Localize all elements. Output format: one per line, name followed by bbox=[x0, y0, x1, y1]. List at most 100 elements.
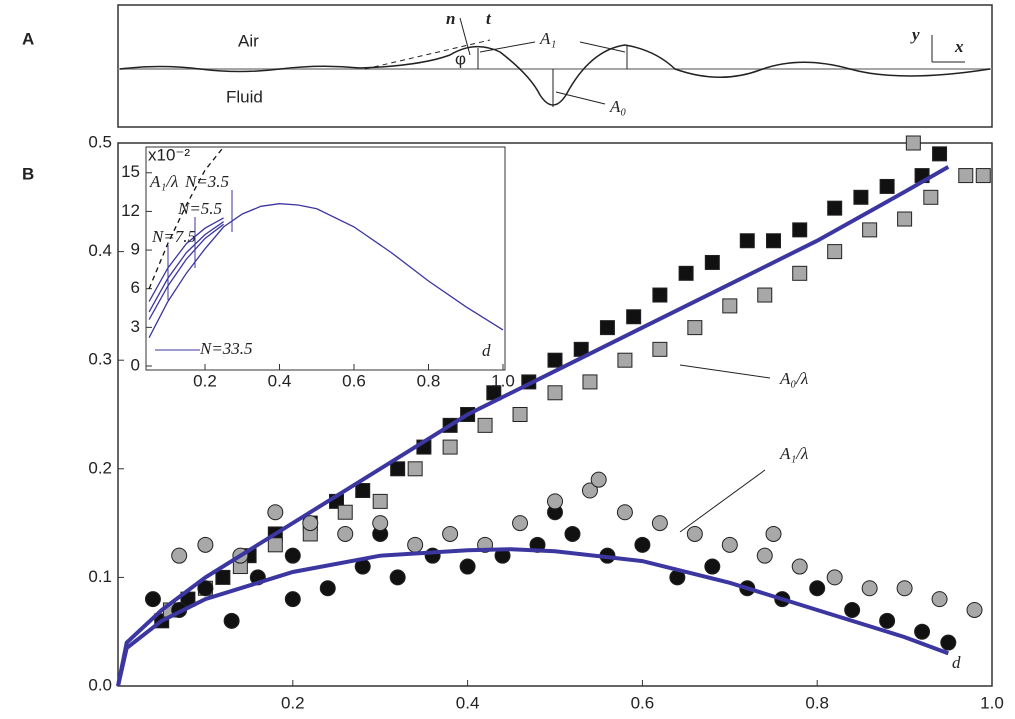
annotation: d bbox=[482, 341, 491, 360]
curve bbox=[148, 223, 224, 320]
label: Fluid bbox=[226, 87, 263, 106]
point bbox=[512, 515, 529, 532]
x-tick-label: 1.0 bbox=[980, 693, 1004, 712]
point bbox=[687, 320, 703, 336]
y-tick-label: 3 bbox=[131, 317, 140, 336]
x-tick-label: 0.8 bbox=[805, 693, 829, 712]
point bbox=[905, 135, 921, 151]
point bbox=[844, 601, 861, 618]
point bbox=[826, 569, 843, 586]
curve bbox=[148, 217, 224, 302]
annotation: A₀/λ bbox=[779, 369, 808, 388]
point bbox=[827, 244, 843, 260]
point bbox=[319, 580, 336, 597]
point bbox=[958, 168, 974, 184]
annotation: N=7.5 bbox=[151, 227, 196, 246]
leader bbox=[679, 469, 766, 533]
panel-a-frame bbox=[117, 4, 993, 128]
point bbox=[765, 525, 782, 542]
point bbox=[722, 298, 738, 314]
panel-label: A bbox=[22, 29, 34, 48]
point bbox=[582, 374, 598, 390]
point bbox=[626, 309, 642, 325]
x-tick-label: 0.2 bbox=[281, 693, 305, 712]
point bbox=[599, 320, 615, 336]
annotation: A₁/λ bbox=[149, 172, 178, 191]
leader bbox=[555, 91, 606, 105]
point bbox=[721, 536, 738, 553]
y-tick-label: 0.0 bbox=[88, 675, 112, 694]
point bbox=[337, 504, 353, 520]
point bbox=[940, 634, 957, 651]
point bbox=[975, 168, 991, 184]
x-tick-label: 1.0 bbox=[491, 371, 515, 390]
label: Air bbox=[238, 31, 259, 50]
point bbox=[267, 537, 283, 553]
point bbox=[284, 591, 301, 608]
annotation: N=3.5 bbox=[184, 172, 229, 191]
point bbox=[827, 200, 843, 216]
curve bbox=[148, 221, 224, 313]
point bbox=[547, 385, 563, 401]
y-tick-label: 0.4 bbox=[88, 241, 112, 260]
point bbox=[407, 536, 424, 553]
point bbox=[739, 233, 755, 249]
y-tick-label: 0.3 bbox=[88, 350, 112, 369]
x-tick-label: 0.6 bbox=[631, 693, 655, 712]
curve bbox=[148, 146, 225, 289]
y-tick-label: 9 bbox=[131, 240, 140, 259]
y-tick-label: 0.2 bbox=[88, 458, 112, 477]
point bbox=[932, 146, 948, 162]
point bbox=[879, 178, 895, 194]
x-tick-label: 0.2 bbox=[193, 371, 217, 390]
label: t bbox=[486, 9, 492, 28]
point bbox=[267, 504, 284, 521]
point bbox=[757, 287, 773, 303]
inset-frame bbox=[145, 146, 506, 371]
x-tick-label: 0.8 bbox=[417, 371, 441, 390]
point bbox=[704, 558, 721, 575]
point bbox=[853, 189, 869, 205]
label: A₁ bbox=[539, 29, 556, 48]
point bbox=[355, 483, 371, 499]
point bbox=[652, 341, 668, 357]
point bbox=[766, 233, 781, 249]
leader bbox=[479, 41, 536, 53]
annotation: A₁/λ bbox=[779, 444, 808, 463]
point bbox=[792, 265, 808, 281]
annotation: N=33.5 bbox=[199, 339, 253, 358]
point bbox=[547, 352, 563, 368]
point bbox=[407, 461, 423, 477]
point bbox=[390, 461, 406, 477]
y-tick-label: 15 bbox=[121, 162, 140, 181]
point bbox=[581, 482, 598, 499]
point bbox=[896, 580, 913, 597]
point bbox=[197, 580, 214, 597]
point bbox=[512, 407, 528, 422]
wave bbox=[119, 44, 991, 106]
tangent bbox=[364, 39, 491, 70]
point bbox=[459, 558, 476, 575]
point bbox=[223, 612, 240, 629]
point bbox=[389, 569, 406, 586]
point bbox=[617, 352, 633, 368]
leader bbox=[579, 41, 626, 53]
x-tick-label: 0.4 bbox=[456, 693, 480, 712]
label: n bbox=[446, 9, 455, 28]
y-tick-label: 0 bbox=[131, 355, 140, 374]
point bbox=[792, 222, 808, 238]
point bbox=[809, 580, 826, 597]
annotation: d bbox=[952, 653, 961, 672]
y-tick-label: 0.5 bbox=[88, 132, 112, 151]
point bbox=[914, 623, 931, 640]
label: x bbox=[954, 37, 964, 56]
point bbox=[442, 439, 458, 455]
y-tick-label: 6 bbox=[131, 278, 140, 297]
label: φ bbox=[455, 49, 466, 68]
point bbox=[144, 591, 161, 608]
point bbox=[477, 417, 493, 433]
point bbox=[284, 547, 301, 564]
panel-label: B bbox=[22, 164, 34, 183]
point bbox=[686, 525, 703, 542]
